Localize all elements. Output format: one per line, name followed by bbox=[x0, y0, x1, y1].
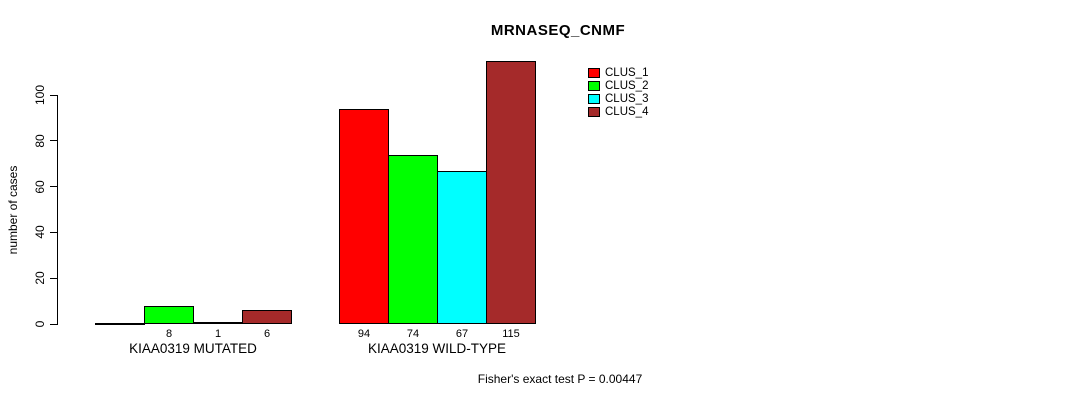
group-label-wild-type: KIAA0319 WILD-TYPE bbox=[367, 341, 507, 356]
legend-swatch bbox=[588, 93, 600, 104]
chart-title: MRNASEQ_CNMF bbox=[490, 22, 626, 39]
legend-label: CLUS_1 bbox=[605, 66, 649, 79]
legend: CLUS_1 CLUS_2 CLUS_3 CLUS_4 bbox=[588, 66, 648, 118]
bar-value-label: 74 bbox=[406, 328, 420, 340]
y-tick-label: 0 bbox=[33, 320, 47, 328]
bar-clus_3-group1 bbox=[193, 322, 243, 324]
legend-item-clus_4: CLUS_4 bbox=[588, 105, 648, 118]
legend-swatch bbox=[588, 80, 600, 91]
legend-label: CLUS_2 bbox=[605, 79, 649, 92]
legend-item-clus_1: CLUS_1 bbox=[588, 66, 648, 79]
legend-swatch bbox=[588, 67, 600, 78]
bar-value-label: 115 bbox=[502, 328, 520, 340]
y-tick bbox=[50, 323, 57, 325]
legend-label: CLUS_4 bbox=[605, 105, 649, 118]
legend-label: CLUS_3 bbox=[605, 92, 649, 105]
legend-item-clus_2: CLUS_2 bbox=[588, 79, 648, 92]
bar-clus_2-group2 bbox=[388, 155, 438, 324]
y-axis-line bbox=[57, 95, 58, 325]
bar-value-label: 67 bbox=[455, 328, 469, 340]
bar-clus_4-group1 bbox=[242, 310, 292, 324]
y-tick bbox=[50, 231, 57, 233]
bar-clus_1-group2 bbox=[339, 109, 389, 324]
y-tick-label: 20 bbox=[33, 271, 47, 285]
y-axis-title: number of cases bbox=[6, 165, 20, 255]
group-label-mutated: KIAA0319 MUTATED bbox=[129, 341, 257, 356]
fisher-test-annotation: Fisher's exact test P = 0.00447 bbox=[477, 372, 643, 386]
y-tick-label: 60 bbox=[33, 179, 47, 194]
bar-value-label: 8 bbox=[165, 328, 173, 340]
y-tick-label: 40 bbox=[33, 225, 47, 240]
y-tick bbox=[50, 140, 57, 142]
bar-clus_3-group2 bbox=[437, 171, 487, 324]
y-tick bbox=[50, 94, 57, 96]
bar-clus_1-group1 bbox=[95, 323, 145, 325]
y-tick-label: 80 bbox=[33, 134, 47, 148]
legend-item-clus_3: CLUS_3 bbox=[588, 92, 648, 105]
bar-value-label: 94 bbox=[357, 328, 371, 340]
bar-clus_4-group2 bbox=[486, 61, 536, 324]
y-tick bbox=[50, 277, 57, 279]
bar-value-label: 6 bbox=[263, 328, 271, 340]
y-tick-label: 100 bbox=[33, 84, 47, 106]
legend-swatch bbox=[588, 106, 600, 117]
y-tick bbox=[50, 186, 57, 188]
bar-value-label: 1 bbox=[214, 328, 222, 340]
bar-clus_2-group1 bbox=[144, 306, 194, 324]
